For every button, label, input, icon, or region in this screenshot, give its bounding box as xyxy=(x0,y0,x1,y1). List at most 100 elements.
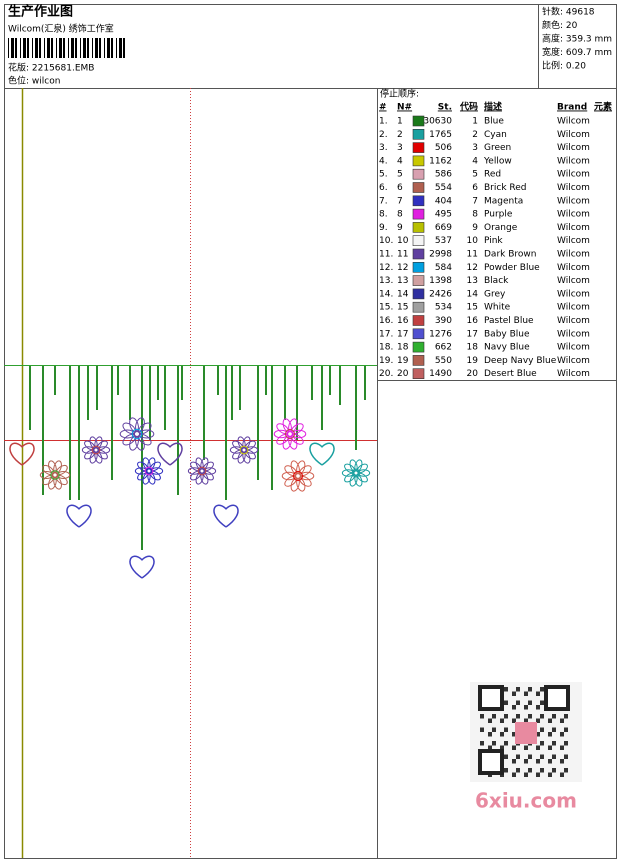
color-swatch xyxy=(412,182,425,193)
petal xyxy=(276,423,290,435)
row-index: 12. xyxy=(379,263,393,273)
qr-cell xyxy=(560,745,564,750)
petal xyxy=(237,436,246,449)
qr-cell xyxy=(512,705,516,710)
qr-logo xyxy=(515,722,537,744)
qr-cell xyxy=(492,741,496,746)
qr-cell xyxy=(504,754,508,759)
petal xyxy=(298,475,312,487)
petal xyxy=(281,471,297,481)
qr-cell xyxy=(528,687,532,692)
bar xyxy=(23,38,26,58)
column-header: 描述 xyxy=(484,101,502,113)
column-header: St. xyxy=(438,103,452,113)
row-index: 14. xyxy=(379,289,393,299)
description: Magenta xyxy=(484,196,523,206)
qr-cell xyxy=(540,741,544,746)
design-preview xyxy=(4,88,377,858)
qr-cell xyxy=(528,714,532,719)
brand: Wilcom xyxy=(557,303,590,313)
qr-cell xyxy=(516,754,520,759)
needle: 18 xyxy=(397,343,409,353)
qr-cell xyxy=(552,768,556,773)
qr-cell xyxy=(500,732,504,737)
needle: 5 xyxy=(397,170,403,180)
petal xyxy=(129,417,139,433)
brand: Wilcom xyxy=(557,356,590,366)
bar xyxy=(20,38,21,58)
brand: Wilcom xyxy=(557,143,590,153)
description: Dark Brown xyxy=(484,250,536,260)
needle: 9 xyxy=(397,223,403,233)
qr-cell xyxy=(480,741,484,746)
description: Pink xyxy=(484,236,503,246)
code: 16 xyxy=(467,316,479,326)
petal xyxy=(276,433,290,445)
petal xyxy=(142,472,151,485)
row-index: 20. xyxy=(379,369,393,379)
qr-cell xyxy=(564,727,568,732)
description: Baby Blue xyxy=(484,329,530,339)
petal xyxy=(296,460,306,475)
petal xyxy=(349,474,358,487)
bar xyxy=(87,38,89,58)
row-index: 2. xyxy=(379,130,388,140)
petal xyxy=(291,429,307,439)
needle: 15 xyxy=(397,303,408,313)
needle: 6 xyxy=(397,183,403,193)
qr-cell xyxy=(552,754,556,759)
petal xyxy=(290,460,300,475)
qr-finder xyxy=(478,749,504,775)
info-item: 宽度: 609.7 mm xyxy=(542,46,612,58)
flower-center xyxy=(131,428,143,440)
color-swatch xyxy=(412,208,425,220)
description: Desert Blue xyxy=(484,369,537,379)
design-file: 花版: 2215681.EMB xyxy=(8,62,94,74)
code: 6 xyxy=(472,183,478,193)
brand: Wilcom xyxy=(557,343,590,353)
flower-center xyxy=(50,470,60,480)
petal xyxy=(349,459,358,472)
petal xyxy=(356,463,368,474)
petal xyxy=(200,472,209,485)
qr-cell xyxy=(548,718,552,723)
qr-cell xyxy=(480,727,484,732)
code: 13 xyxy=(467,276,478,286)
info-item: 针数: 49618 xyxy=(542,6,595,18)
brand: Wilcom xyxy=(557,196,590,206)
bar xyxy=(75,38,77,58)
petal xyxy=(200,457,209,470)
bar xyxy=(104,38,105,58)
code: 7 xyxy=(472,196,478,206)
code: 8 xyxy=(472,210,478,220)
color-swatch xyxy=(412,368,425,380)
petal xyxy=(97,446,111,454)
qr-cell xyxy=(512,691,516,696)
stitches: 1490 xyxy=(429,369,452,379)
description: Pastel Blue xyxy=(484,316,534,326)
petal xyxy=(202,470,214,481)
petal xyxy=(84,449,96,460)
color-swatch xyxy=(412,195,425,207)
brand: Wilcom xyxy=(557,329,590,339)
barcode xyxy=(8,38,125,58)
bar xyxy=(107,38,110,58)
qr-cell xyxy=(516,714,520,719)
bar xyxy=(47,38,50,58)
petal xyxy=(135,435,145,451)
code: 15 xyxy=(467,303,478,313)
qr-cell xyxy=(516,687,520,692)
needle: 12 xyxy=(397,263,408,273)
petal xyxy=(150,467,164,475)
color-swatch xyxy=(412,155,425,167)
code: 12 xyxy=(467,263,478,273)
petal xyxy=(232,440,244,451)
bar xyxy=(15,38,17,58)
petal xyxy=(94,451,103,464)
row-index: 10. xyxy=(379,236,393,246)
petal xyxy=(282,435,292,450)
stitches: 550 xyxy=(435,356,452,366)
qr-cell xyxy=(536,718,540,723)
flower-center xyxy=(285,429,295,439)
